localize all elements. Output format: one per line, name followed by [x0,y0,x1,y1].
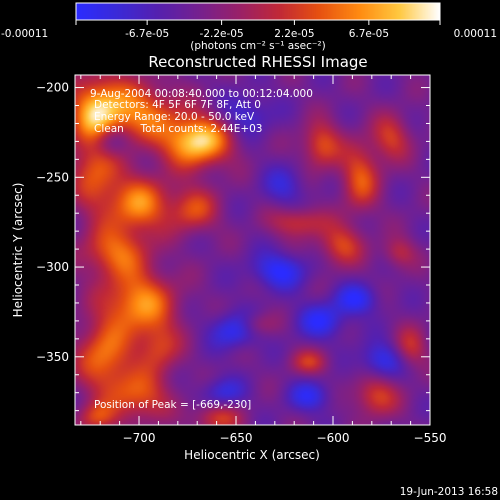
chart-title: Reconstructed RHESSI Image [148,53,367,71]
x-tick-label: −650 [220,431,253,445]
plot-frame [74,74,431,426]
peak-position-label: Position of Peak = [-669,-230] [94,399,251,411]
x-axis: −700 −650 −600 −550 [80,75,447,445]
annotations: 9-Aug-2004 00:08:40.000 to 00:12:04.000 … [90,88,313,411]
heatmap-image [75,75,430,425]
colorbar-tick-label: -6.7e-05 [125,28,169,40]
colorbar-tick-label: -2.2e-05 [200,28,244,40]
annotation-counts: Clean Total counts: 2.44E+03 [94,123,263,135]
y-tick-label: −350 [36,350,69,364]
y-tick-label: −300 [36,260,69,274]
colorbar-tick-label: 0.00011 [454,28,497,40]
colorbar-ticks: -0.00011 -6.7e-05 -2.2e-05 2.2e-05 6.7e-05 0.… [1,20,497,40]
x-tick-label: −600 [317,431,350,445]
annotation-energy-range: Energy Range: 20.0 - 50.0 keV [94,111,255,123]
y-axis-label: Heliocentric Y (arcsec) [11,183,25,318]
colorbar-gradient [76,3,440,20]
colorbar-unit-label: (photons cm⁻² s⁻¹ asec⁻²) [190,40,325,52]
colorbar-tick-label: 2.2e-05 [274,28,314,40]
colorbar: -0.00011 -6.7e-05 -2.2e-05 2.2e-05 6.7e-05 0.… [1,2,497,52]
x-axis-label: Heliocentric X (arcsec) [184,448,320,462]
colorbar-frame [75,2,441,21]
x-tick-label: −550 [414,431,447,445]
y-tick-label: −250 [36,170,69,184]
y-axis: −200 −250 −300 −350 [36,81,430,412]
colorbar-tick-label: 6.7e-05 [349,28,389,40]
annotation-detectors: Detectors: 4F 5F 6F 7F 8F, Att 0 [94,99,261,111]
y-tick-label: −200 [36,81,69,95]
x-tick-label: −700 [123,431,156,445]
colorbar-tick-label: -0.00011 [1,28,48,40]
timestamp: 19-Jun-2013 16:58 [400,486,498,498]
annotation-time-range: 9-Aug-2004 00:08:40.000 to 00:12:04.000 [90,88,313,100]
